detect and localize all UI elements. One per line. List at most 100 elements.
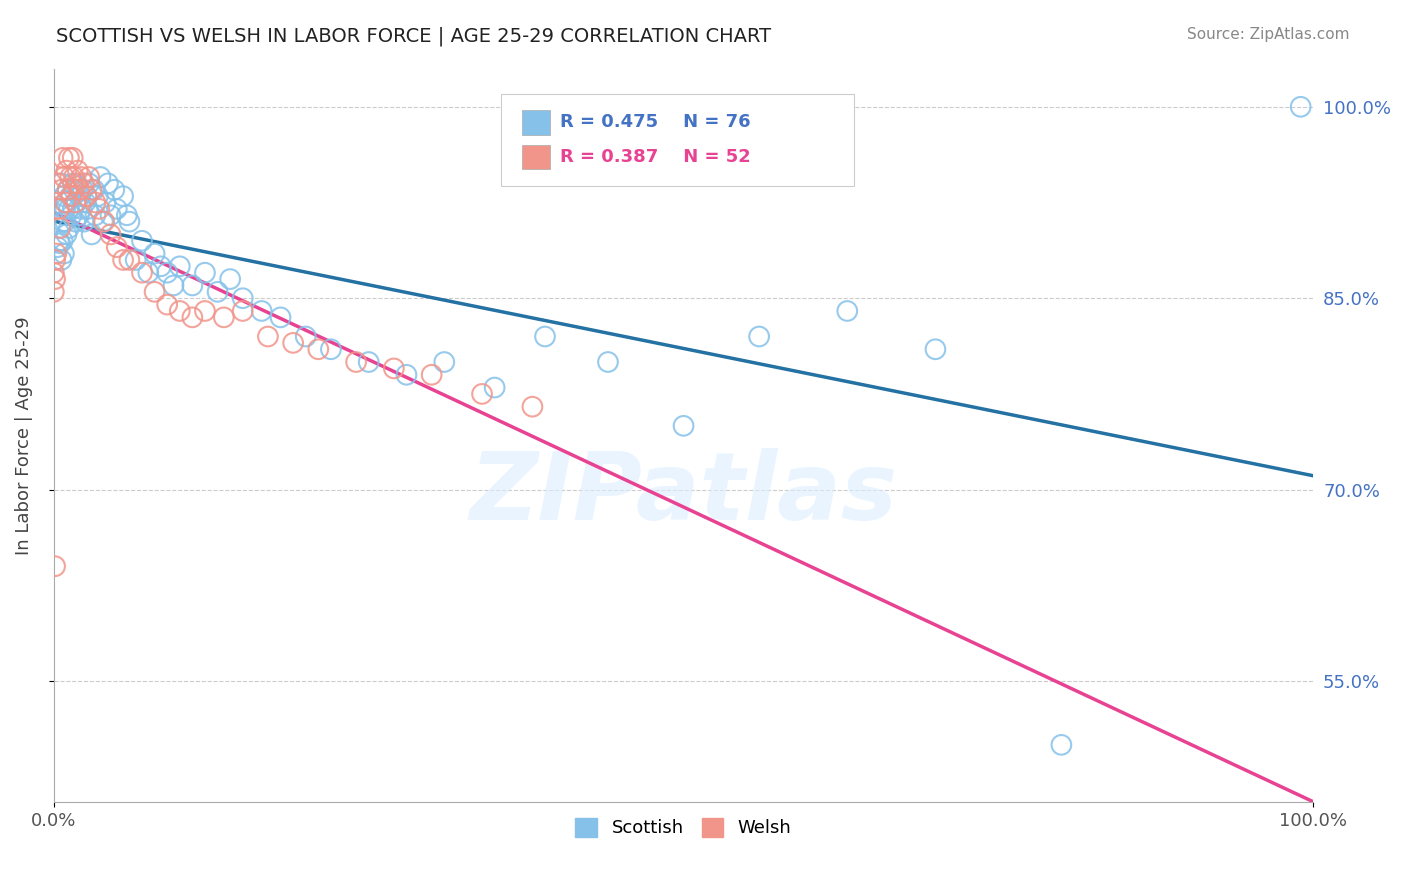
Text: SCOTTISH VS WELSH IN LABOR FORCE | AGE 25-29 CORRELATION CHART: SCOTTISH VS WELSH IN LABOR FORCE | AGE 2…: [56, 27, 772, 46]
Point: [52, 214, 75, 228]
Point: [433, 355, 456, 369]
Point: [77, 169, 100, 184]
Point: [219, 272, 242, 286]
Point: [100, 208, 122, 222]
Point: [156, 297, 179, 311]
Point: [484, 380, 506, 394]
Point: [924, 343, 946, 357]
Point: [194, 304, 217, 318]
Point: [70, 202, 93, 216]
Point: [65, 195, 87, 210]
Text: R = 0.387    N = 52: R = 0.387 N = 52: [560, 147, 751, 166]
Point: [181, 278, 204, 293]
Point: [534, 329, 557, 343]
Point: [149, 260, 172, 274]
Point: [76, 189, 98, 203]
Point: [65, 177, 87, 191]
Point: [73, 214, 96, 228]
Point: [207, 285, 229, 299]
Point: [45, 246, 67, 260]
Point: [395, 368, 418, 382]
Point: [143, 246, 166, 260]
Point: [89, 202, 111, 216]
Point: [837, 304, 859, 318]
Point: [319, 343, 342, 357]
Point: [294, 329, 316, 343]
Text: Source: ZipAtlas.com: Source: ZipAtlas.com: [1187, 27, 1350, 42]
Point: [66, 178, 89, 193]
Point: [522, 400, 544, 414]
Point: [53, 195, 76, 210]
Point: [93, 214, 115, 228]
Point: [344, 355, 367, 369]
Point: [212, 310, 235, 325]
Text: ZIPatlas: ZIPatlas: [470, 448, 897, 540]
Point: [143, 285, 166, 299]
Point: [75, 195, 97, 210]
Point: [194, 266, 217, 280]
Point: [281, 335, 304, 350]
Point: [52, 169, 75, 184]
Point: [55, 227, 77, 242]
Point: [115, 208, 138, 222]
Point: [105, 202, 128, 216]
FancyBboxPatch shape: [523, 145, 550, 169]
Point: [51, 252, 73, 267]
Point: [77, 177, 100, 191]
Point: [232, 291, 254, 305]
Point: [125, 252, 148, 267]
Point: [84, 208, 107, 222]
Point: [83, 183, 105, 197]
Point: [63, 183, 86, 197]
Point: [672, 418, 695, 433]
Point: [94, 195, 117, 210]
Point: [46, 240, 69, 254]
Point: [80, 183, 103, 197]
Point: [87, 189, 110, 203]
Point: [53, 214, 76, 228]
Point: [420, 368, 443, 382]
Point: [55, 163, 77, 178]
Point: [73, 177, 96, 191]
Point: [49, 221, 72, 235]
Point: [52, 234, 75, 248]
Point: [84, 195, 107, 210]
Point: [270, 310, 292, 325]
Point: [59, 189, 82, 203]
Point: [250, 304, 273, 318]
Point: [46, 177, 69, 191]
Point: [471, 387, 494, 401]
Point: [65, 214, 87, 228]
Point: [118, 252, 141, 267]
Point: [44, 559, 66, 574]
Text: R = 0.475    N = 76: R = 0.475 N = 76: [560, 113, 751, 131]
Point: [56, 183, 79, 197]
Point: [44, 272, 66, 286]
FancyBboxPatch shape: [501, 95, 853, 186]
Point: [112, 189, 135, 203]
Point: [69, 189, 91, 203]
Point: [51, 183, 73, 197]
Point: [76, 202, 98, 216]
Point: [42, 266, 65, 280]
Point: [131, 234, 153, 248]
Point: [97, 177, 120, 191]
Legend: Scottish, Welsh: Scottish, Welsh: [568, 811, 799, 845]
Point: [162, 278, 184, 293]
Point: [60, 208, 83, 222]
Point: [53, 202, 76, 216]
Point: [58, 221, 80, 235]
Point: [63, 169, 86, 184]
Point: [357, 355, 380, 369]
Point: [65, 195, 87, 210]
Point: [62, 177, 84, 191]
Point: [52, 189, 75, 203]
Point: [76, 189, 98, 203]
Point: [58, 151, 80, 165]
Point: [67, 208, 90, 222]
Point: [89, 169, 111, 184]
Point: [49, 236, 72, 251]
Point: [52, 151, 75, 165]
Point: [1050, 738, 1073, 752]
Point: [596, 355, 619, 369]
